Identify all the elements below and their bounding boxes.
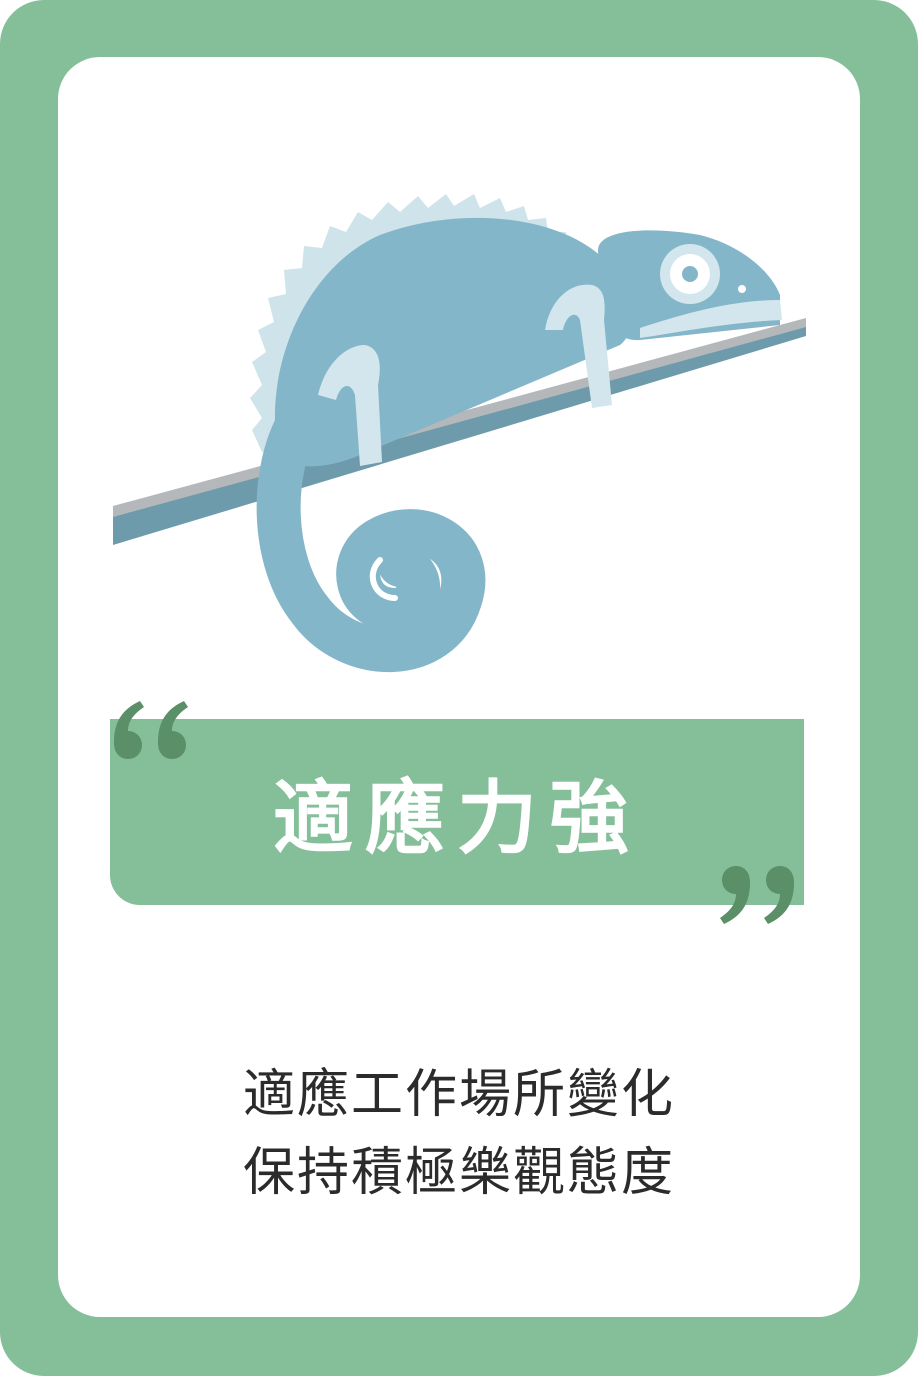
- chameleon-eye: [660, 244, 720, 304]
- chameleon-front-leg: [545, 284, 612, 408]
- open-quote-icon: [114, 701, 188, 759]
- card-title: 適應力強: [273, 772, 641, 865]
- chameleon-back-leg: [318, 345, 382, 466]
- message-line-1: 適應工作場所變化: [242, 1065, 675, 1125]
- close-quote-icon: [720, 866, 794, 924]
- chameleon-tail: [256, 398, 486, 672]
- chameleon-illustration: [113, 194, 806, 672]
- title-banner: 適應力強: [110, 719, 804, 905]
- message-line-2: 保持積極樂觀態度: [242, 1143, 675, 1203]
